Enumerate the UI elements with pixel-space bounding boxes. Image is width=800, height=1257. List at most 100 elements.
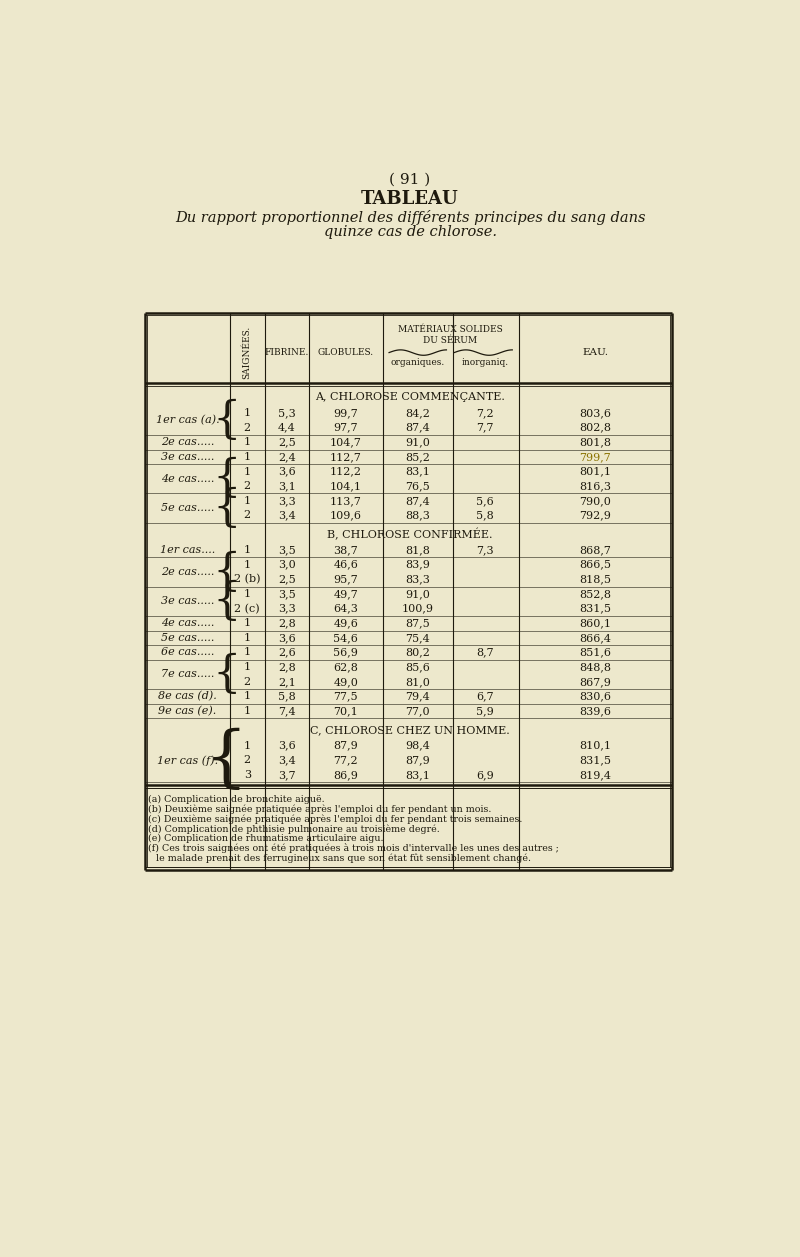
Text: 5,6: 5,6 <box>476 495 494 505</box>
Text: 2 (c): 2 (c) <box>234 603 260 613</box>
Text: 2: 2 <box>244 510 251 520</box>
Text: 7,3: 7,3 <box>476 546 494 556</box>
Text: 3,6: 3,6 <box>278 740 296 750</box>
Text: 818,5: 818,5 <box>579 574 611 585</box>
Text: 81,0: 81,0 <box>406 676 430 686</box>
Text: 2: 2 <box>244 422 251 432</box>
Text: 8e cas (d).: 8e cas (d). <box>158 691 217 701</box>
Text: 91,0: 91,0 <box>406 437 430 447</box>
Text: 38,7: 38,7 <box>334 546 358 556</box>
Text: 2,5: 2,5 <box>278 574 296 585</box>
Text: 100,9: 100,9 <box>402 603 434 613</box>
Text: 3,6: 3,6 <box>278 632 296 642</box>
Text: 112,2: 112,2 <box>330 466 362 476</box>
Text: 49,6: 49,6 <box>334 618 358 628</box>
Text: A, CHLOROSE COMMENÇANTE.: A, CHLOROSE COMMENÇANTE. <box>315 392 505 402</box>
Text: 839,6: 839,6 <box>579 706 611 716</box>
Text: 6e cas.....: 6e cas..... <box>161 647 214 657</box>
Text: 88,3: 88,3 <box>406 510 430 520</box>
Text: 49,7: 49,7 <box>334 590 358 600</box>
Text: 852,8: 852,8 <box>579 590 611 600</box>
Text: 3,3: 3,3 <box>278 603 296 613</box>
Text: 3,6: 3,6 <box>278 466 296 476</box>
Text: 9e cas (e).: 9e cas (e). <box>158 706 217 716</box>
Text: 64,3: 64,3 <box>334 603 358 613</box>
Text: 848,8: 848,8 <box>579 662 611 672</box>
Text: SAIGNÉES.: SAIGNÉES. <box>242 326 252 380</box>
Text: 5e cas.....: 5e cas..... <box>161 632 214 642</box>
Text: 6,9: 6,9 <box>476 771 494 779</box>
Text: 801,1: 801,1 <box>579 466 611 476</box>
Text: 819,4: 819,4 <box>579 771 611 779</box>
Text: 3,4: 3,4 <box>278 755 296 766</box>
Text: 1: 1 <box>244 740 251 750</box>
Text: 83,3: 83,3 <box>406 574 430 585</box>
Text: 8,7: 8,7 <box>476 647 494 657</box>
Text: 76,5: 76,5 <box>406 481 430 491</box>
Text: 2e cas.....: 2e cas..... <box>161 437 214 447</box>
Text: (c) Deuxième saignée pratiquée après l'emploi du fer pendant trois semaines.: (c) Deuxième saignée pratiquée après l'e… <box>148 815 522 825</box>
Text: 87,9: 87,9 <box>406 755 430 766</box>
Text: 792,9: 792,9 <box>579 510 611 520</box>
Text: 2: 2 <box>244 481 251 491</box>
Text: 1er cas (a).: 1er cas (a). <box>156 415 219 426</box>
Text: 810,1: 810,1 <box>579 740 611 750</box>
Text: 866,4: 866,4 <box>579 632 611 642</box>
Text: 1: 1 <box>244 546 251 556</box>
Text: 112,7: 112,7 <box>330 453 362 461</box>
Text: 4,4: 4,4 <box>278 422 296 432</box>
Text: 91,0: 91,0 <box>406 590 430 600</box>
Text: 799,7: 799,7 <box>579 453 611 461</box>
Text: C, CHLOROSE CHEZ UN HOMME.: C, CHLOROSE CHEZ UN HOMME. <box>310 725 510 735</box>
Text: 1: 1 <box>244 662 251 672</box>
Text: 7e cas.....: 7e cas..... <box>161 670 214 680</box>
Text: {: { <box>212 398 241 442</box>
Text: 3e cas.....: 3e cas..... <box>161 453 214 461</box>
Text: {: { <box>212 652 241 696</box>
Text: 77,0: 77,0 <box>406 706 430 716</box>
Text: 46,6: 46,6 <box>334 559 358 569</box>
Text: 75,4: 75,4 <box>406 632 430 642</box>
Text: 1: 1 <box>244 647 251 657</box>
Text: 109,6: 109,6 <box>330 510 362 520</box>
Text: 5,8: 5,8 <box>278 691 296 701</box>
Text: Du rapport proportionnel des différents principes du sang dans: Du rapport proportionnel des différents … <box>174 210 646 225</box>
Text: 104,7: 104,7 <box>330 437 362 447</box>
Text: 7,4: 7,4 <box>278 706 295 716</box>
Text: 830,6: 830,6 <box>579 691 611 701</box>
Text: 2 (b): 2 (b) <box>234 574 261 585</box>
Text: 3,5: 3,5 <box>278 590 296 600</box>
Text: 49,0: 49,0 <box>334 676 358 686</box>
Text: 831,5: 831,5 <box>579 755 611 766</box>
Text: 1: 1 <box>244 453 251 461</box>
Text: 86,9: 86,9 <box>334 771 358 779</box>
Text: 866,5: 866,5 <box>579 559 611 569</box>
Text: 1: 1 <box>244 466 251 476</box>
Text: 87,9: 87,9 <box>334 740 358 750</box>
Text: 802,8: 802,8 <box>579 422 611 432</box>
Text: 80,2: 80,2 <box>406 647 430 657</box>
Text: 83,1: 83,1 <box>406 771 430 779</box>
Text: 3,7: 3,7 <box>278 771 295 779</box>
Text: 860,1: 860,1 <box>579 618 611 628</box>
Text: 2,1: 2,1 <box>278 676 296 686</box>
Text: 868,7: 868,7 <box>579 546 611 556</box>
Text: 87,4: 87,4 <box>406 422 430 432</box>
Text: 85,2: 85,2 <box>406 453 430 461</box>
Text: 87,5: 87,5 <box>406 618 430 628</box>
Text: 2,8: 2,8 <box>278 618 296 628</box>
Text: 2: 2 <box>244 676 251 686</box>
Text: 867,9: 867,9 <box>579 676 611 686</box>
Text: 2e cas.....: 2e cas..... <box>161 567 214 577</box>
Text: 1: 1 <box>244 495 251 505</box>
Text: 1: 1 <box>244 437 251 447</box>
Text: {: { <box>212 458 241 500</box>
Text: 3,4: 3,4 <box>278 510 296 520</box>
Text: 85,6: 85,6 <box>406 662 430 672</box>
Text: 79,4: 79,4 <box>406 691 430 701</box>
Text: 5,3: 5,3 <box>278 409 296 419</box>
Text: EAU.: EAU. <box>582 348 608 357</box>
Text: 790,0: 790,0 <box>579 495 611 505</box>
Text: 1er cas....: 1er cas.... <box>160 546 215 556</box>
Text: (a) Complication de bronchite aiguë.: (a) Complication de bronchite aiguë. <box>148 796 325 804</box>
